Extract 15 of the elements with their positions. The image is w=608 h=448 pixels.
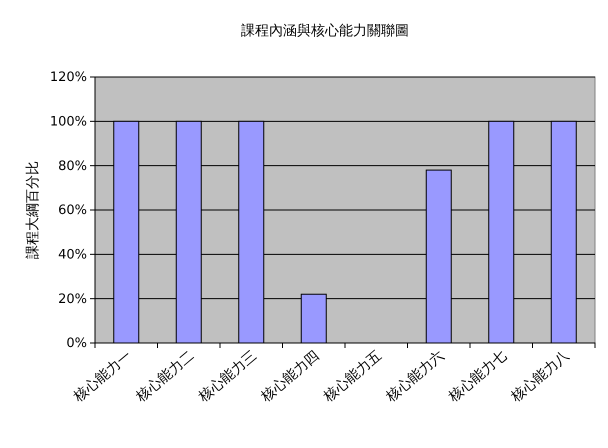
y-tick-label: 40% (58, 247, 87, 262)
x-tick-label: 核心能力三 (195, 348, 260, 406)
y-tick-label: 120% (50, 70, 87, 86)
y-tick-label: 80% (58, 158, 87, 174)
y-tick-label: 20% (58, 292, 87, 307)
chart-title: 課程內涵與核心能力關聯圖 (241, 23, 409, 39)
x-tick-label: 核心能力五 (320, 348, 385, 406)
x-tick-label: 核心能力六 (382, 348, 448, 406)
y-tick-label: 60% (58, 203, 87, 218)
x-tick-label: 核心能力八 (508, 348, 572, 406)
y-tick-label: 100% (50, 114, 87, 130)
x-tick-label: 核心能力七 (445, 348, 510, 406)
y-axis-title: 課程大綱百分比 (25, 161, 41, 259)
x-tick-label: 核心能力四 (258, 348, 322, 406)
x-tick-label: 核心能力二 (132, 348, 198, 406)
